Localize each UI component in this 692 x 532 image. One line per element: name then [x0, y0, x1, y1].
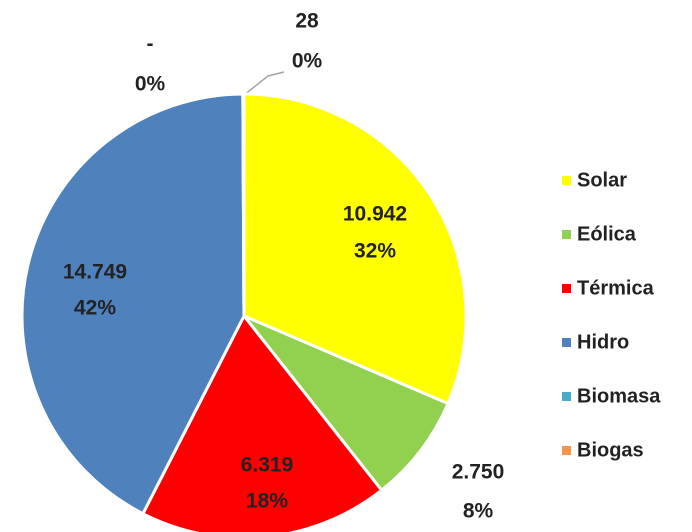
- value-label: 6.319: [241, 454, 294, 477]
- legend-label: Eólica: [577, 223, 637, 245]
- pie-slice: [140, 313, 384, 532]
- legend-swatch: [562, 230, 571, 239]
- legend-swatch: [562, 176, 571, 185]
- legend-label: Biogas: [577, 439, 644, 461]
- legend-label: Biomasa: [577, 385, 661, 407]
- legend-swatch: [562, 284, 571, 293]
- leader-line: [243, 71, 285, 96]
- legend-label: Térmica: [577, 277, 655, 299]
- legend-swatch: [562, 338, 571, 347]
- percent-label: 42%: [74, 297, 116, 320]
- percent-label: 32%: [354, 240, 396, 263]
- pie-slice: [241, 92, 246, 317]
- value-label: 2.750: [452, 461, 505, 484]
- percent-label: 18%: [246, 490, 288, 513]
- value-label: 10.942: [343, 203, 407, 226]
- percent-label: 8%: [463, 500, 494, 523]
- value-label: 14.749: [63, 261, 127, 284]
- legend-label: Solar: [577, 169, 627, 191]
- legend-label: Hidro: [577, 331, 629, 353]
- pie-slice: [242, 314, 450, 493]
- legend-swatch: [562, 446, 571, 455]
- value-label: -: [147, 33, 154, 56]
- percent-label: 0%: [292, 50, 323, 73]
- value-label: 28: [295, 10, 319, 33]
- percent-label: 0%: [135, 73, 166, 96]
- legend-swatch: [562, 392, 571, 401]
- pie-slice: [20, 92, 246, 516]
- pie-slice: [242, 92, 468, 406]
